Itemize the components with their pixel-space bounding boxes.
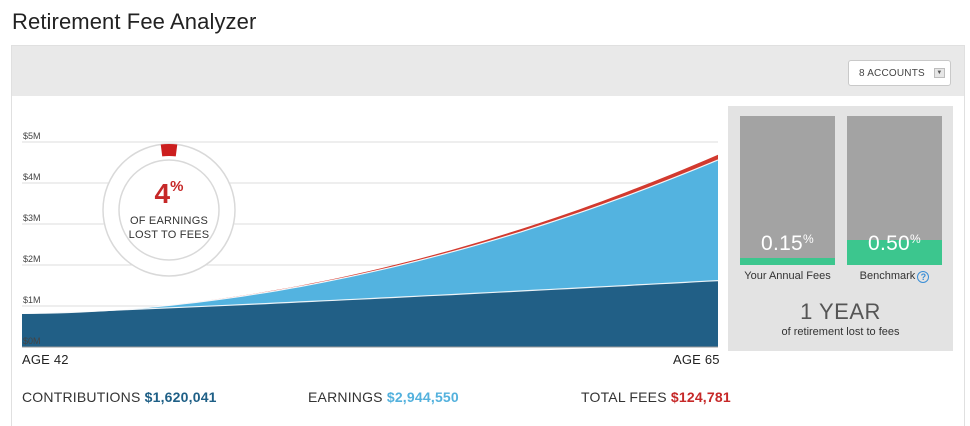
x-axis-end-label: AGE 65 xyxy=(673,352,720,367)
gauge-center: 4% OF EARNINGS LOST TO FEES xyxy=(94,135,244,285)
chart-y-ticks: $0M $1M $2M $3M $4M $5M xyxy=(23,131,41,346)
years-lost-caption: of retirement lost to fees xyxy=(781,326,900,338)
gauge-percent-symbol: % xyxy=(170,178,184,195)
earnings-area xyxy=(22,159,718,314)
earnings-total: EARNINGS $2,944,550 xyxy=(308,389,459,405)
earnings-edge-line xyxy=(21,159,719,314)
fees-value: $124,781 xyxy=(670,389,731,405)
y-tick-label: $2M xyxy=(23,254,41,264)
gauge-fee-arc xyxy=(160,143,178,157)
years-lost-value: 1 YEAR xyxy=(800,299,881,324)
benchmark-label: Benchmark xyxy=(859,270,916,282)
gauge-inner-ring xyxy=(118,159,220,261)
benchmark-bar: 0.50% xyxy=(847,116,942,265)
fee-gauge: 4% OF EARNINGS LOST TO FEES xyxy=(94,135,244,285)
contributions-value: $1,620,041 xyxy=(144,389,217,405)
y-tick-label: $1M xyxy=(23,295,41,305)
caret-down-icon: ▼ xyxy=(933,68,945,78)
contributions-edge-line xyxy=(21,280,719,314)
help-circle-icon[interactable]: ? xyxy=(917,271,930,283)
gauge-percent: 4% xyxy=(154,178,184,209)
contributions-total: CONTRIBUTIONS $1,620,041 xyxy=(22,389,217,405)
fees-total: TOTAL FEES $124,781 xyxy=(581,389,731,405)
benchmark-label-wrap: Benchmark? xyxy=(847,270,942,283)
y-tick-label: $3M xyxy=(23,213,41,223)
your-fee-label: Your Annual Fees xyxy=(744,270,831,282)
chart-areas xyxy=(21,154,719,348)
y-tick-label: $4M xyxy=(23,172,41,182)
page-title: Retirement Fee Analyzer xyxy=(12,9,257,34)
your-fee-number: 0.15 xyxy=(760,232,804,255)
gauge-caption-line2: LOST TO FEES xyxy=(128,229,210,241)
your-fee-bar-fill xyxy=(740,258,835,265)
benchmark-value: 0.50% xyxy=(847,232,942,256)
earnings-label: EARNINGS xyxy=(308,389,383,405)
benchmark-bar-fill xyxy=(847,240,942,265)
fee-gauge-ring xyxy=(102,143,236,277)
gauge-background xyxy=(103,144,235,276)
contributions-area xyxy=(22,280,718,347)
growth-area-chart: $0M $1M $2M $3M $4M $5M xyxy=(21,131,719,348)
contributions-label: CONTRIBUTIONS xyxy=(22,389,141,405)
benchmark-percent-symbol: % xyxy=(910,232,922,246)
gauge-caption-line1: OF EARNINGS xyxy=(130,215,208,227)
x-axis-start-label: AGE 42 xyxy=(22,352,69,367)
your-fee-bar: 0.15% xyxy=(740,116,835,265)
accounts-dropdown[interactable]: 8 ACCOUNTS ▼ xyxy=(848,60,951,86)
earnings-value: $2,944,550 xyxy=(386,389,459,405)
benchmark-number: 0.50 xyxy=(867,232,911,255)
y-tick-label: $5M xyxy=(23,131,41,141)
y-tick-label: $0M xyxy=(23,336,41,346)
gauge-caption: OF EARNINGS LOST TO FEES xyxy=(129,214,210,242)
your-fee-value: 0.15% xyxy=(740,232,835,256)
fee-comparison-panel: 0.15% 0.50% Your Annual Fees Benchmark? … xyxy=(728,106,953,351)
accounts-dropdown-label: 8 ACCOUNTS xyxy=(859,67,925,79)
your-fee-percent-symbol: % xyxy=(803,232,815,246)
gauge-percent-value: 4 xyxy=(154,178,171,209)
fees-label: TOTAL FEES xyxy=(581,389,667,405)
toolbar: 8 ACCOUNTS ▼ xyxy=(12,46,964,96)
